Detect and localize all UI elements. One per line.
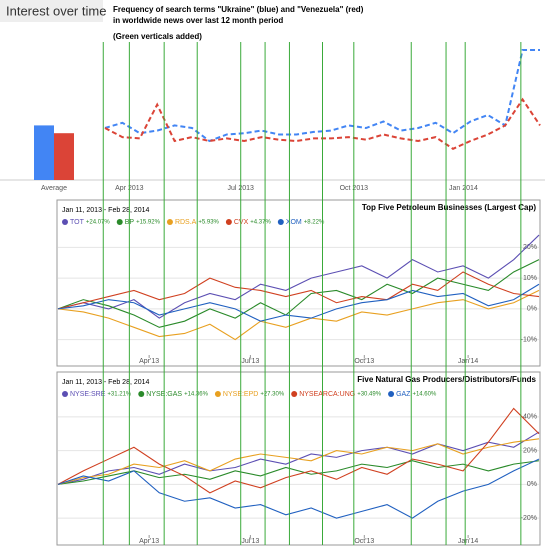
legend-dot xyxy=(62,219,68,225)
legend-dot xyxy=(138,391,145,397)
average-bar xyxy=(34,125,54,180)
annotation: (Green verticals added) xyxy=(113,32,202,41)
legend-change: +8.22% xyxy=(304,220,325,226)
y-tick-label: 40% xyxy=(523,414,537,421)
y-tick-label: 0% xyxy=(527,306,537,313)
x-tick-label: Jul'13 xyxy=(241,358,259,365)
legend-dot xyxy=(277,219,284,225)
series-line xyxy=(57,431,540,485)
legend-change: +31.21% xyxy=(107,392,132,398)
legend-name: XOM xyxy=(286,219,302,226)
chart-title: Five Natural Gas Producers/Distributors/… xyxy=(357,375,536,384)
y-tick-label: -10% xyxy=(521,336,537,343)
subtitle: Jan 11, 2013 - Feb 28, 2014 xyxy=(62,379,150,386)
series-line xyxy=(57,458,540,519)
legend-change: +30.49% xyxy=(357,392,382,398)
legend-change: +24.07% xyxy=(86,220,111,226)
average-label: Average xyxy=(41,185,67,192)
legend-dot xyxy=(214,391,221,397)
legend-name: CVX xyxy=(234,219,249,226)
x-tick-label: Jul'13 xyxy=(241,538,259,545)
legend-name: TOT xyxy=(70,219,85,226)
legend-name: NYSE:SRE xyxy=(70,391,106,398)
legend-change: +14.36% xyxy=(184,392,209,398)
series-line xyxy=(57,271,540,310)
legend-dot xyxy=(116,219,123,225)
average-bar xyxy=(54,133,74,180)
y-tick-label: 20% xyxy=(523,447,537,454)
header-box xyxy=(0,0,103,22)
panel xyxy=(56,371,541,546)
legend-name: NYSEARCA:UNG xyxy=(299,391,355,398)
x-tick-label: Jan'14 xyxy=(458,538,479,545)
series-line xyxy=(57,289,540,341)
annotation: Frequency of search terms "Ukraine" (blu… xyxy=(113,5,364,14)
series-line xyxy=(57,460,540,485)
y-tick-label: 0% xyxy=(527,481,537,488)
legend-dot xyxy=(166,219,173,225)
chart-title: Top Five Petroleum Businesses (Largest C… xyxy=(362,203,536,212)
legend-dot xyxy=(62,391,68,397)
trends-title: Interest over time xyxy=(6,3,106,18)
legend-change: +4.37% xyxy=(250,220,271,226)
y-tick-label: 20% xyxy=(523,244,537,251)
legend-name: GAZ xyxy=(396,391,411,398)
series-line xyxy=(57,259,540,328)
legend-change: +15.92% xyxy=(136,220,161,226)
legend-dot xyxy=(388,391,395,397)
legend-dot xyxy=(225,219,232,225)
x-tick-label: Oct'13 xyxy=(354,358,374,365)
series-line xyxy=(57,407,540,494)
x-tick-label: Oct'13 xyxy=(354,538,374,545)
legend-name: RDS.A xyxy=(175,219,197,226)
y-tick-label: -20% xyxy=(521,515,537,522)
x-tick-label: Apr'13 xyxy=(139,538,159,545)
y-tick-label: 10% xyxy=(523,275,537,282)
annotation: in worldwide news over last 12 month per… xyxy=(113,16,283,25)
legend-dot xyxy=(291,391,298,397)
x-tick-label: Jan 2014 xyxy=(449,185,478,192)
panel xyxy=(56,199,541,367)
x-tick-label: Apr'13 xyxy=(139,358,159,365)
legend-change: +14.60% xyxy=(412,392,437,398)
subtitle: Jan 11, 2013 - Feb 28, 2014 xyxy=(62,207,150,214)
series-line xyxy=(57,283,540,322)
series-line xyxy=(57,234,540,319)
x-tick-label: Jan'14 xyxy=(458,358,479,365)
series-line xyxy=(57,438,540,485)
legend-change: +27.30% xyxy=(260,392,285,398)
legend-change: +5.93% xyxy=(198,220,219,226)
